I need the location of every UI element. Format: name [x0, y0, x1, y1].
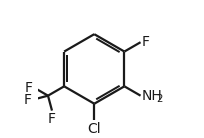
Text: NH: NH — [142, 89, 163, 103]
Text: F: F — [23, 93, 32, 107]
Text: F: F — [48, 112, 56, 126]
Text: F: F — [142, 35, 150, 49]
Text: 2: 2 — [156, 94, 162, 104]
Text: F: F — [25, 81, 33, 95]
Text: Cl: Cl — [88, 122, 101, 136]
